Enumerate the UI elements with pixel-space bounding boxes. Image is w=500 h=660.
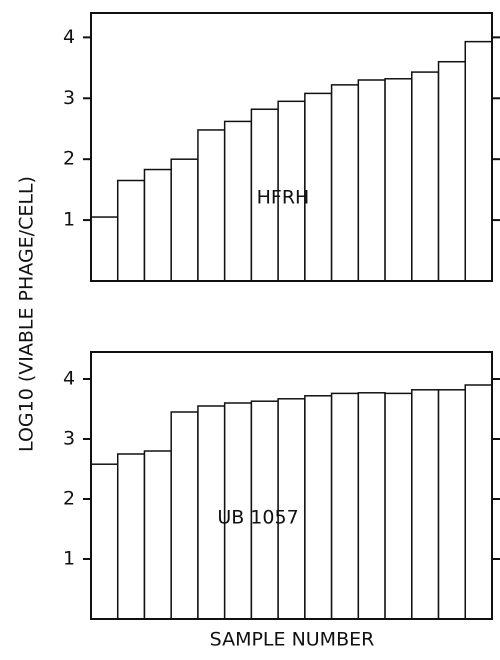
y-tick-label: 3	[63, 87, 75, 109]
y-axis-label: LOG10 (VIABLE PHAGE/CELL)	[16, 176, 38, 452]
y-tick-label: 2	[63, 488, 75, 510]
annotation: UB 1057	[217, 507, 298, 529]
bar	[464, 384, 493, 620]
y-tick-label: 4	[63, 26, 75, 48]
bar	[143, 450, 172, 620]
bar	[330, 392, 360, 620]
bar	[170, 158, 199, 282]
bar	[90, 216, 119, 282]
bar	[197, 405, 226, 620]
bar	[250, 108, 279, 282]
bar	[411, 71, 440, 282]
bar	[197, 129, 226, 282]
bar	[116, 179, 146, 282]
bar	[357, 392, 386, 620]
x-axis-label: SAMPLE NUMBER	[210, 629, 375, 651]
y-tick-label: 1	[63, 209, 75, 231]
bar	[330, 84, 360, 282]
bar	[250, 400, 279, 620]
bar	[304, 395, 333, 620]
annotation: HFRH	[257, 187, 310, 209]
bar	[437, 60, 467, 282]
plot-frame	[90, 351, 493, 620]
y-tick-label: 1	[63, 548, 75, 570]
bar	[143, 168, 172, 282]
plot-frame	[90, 12, 493, 282]
bar	[384, 78, 413, 282]
bar	[223, 120, 253, 282]
y-tick-label: 4	[63, 368, 75, 390]
bar	[464, 40, 493, 282]
bar	[437, 389, 467, 620]
y-tick-label: 3	[63, 428, 75, 450]
y-tick-label: 2	[63, 148, 75, 170]
bar	[411, 389, 440, 620]
bar	[277, 100, 306, 282]
bar	[357, 79, 386, 282]
bar	[116, 453, 146, 620]
bar	[90, 463, 119, 620]
bar	[170, 411, 199, 620]
bar	[384, 392, 413, 620]
